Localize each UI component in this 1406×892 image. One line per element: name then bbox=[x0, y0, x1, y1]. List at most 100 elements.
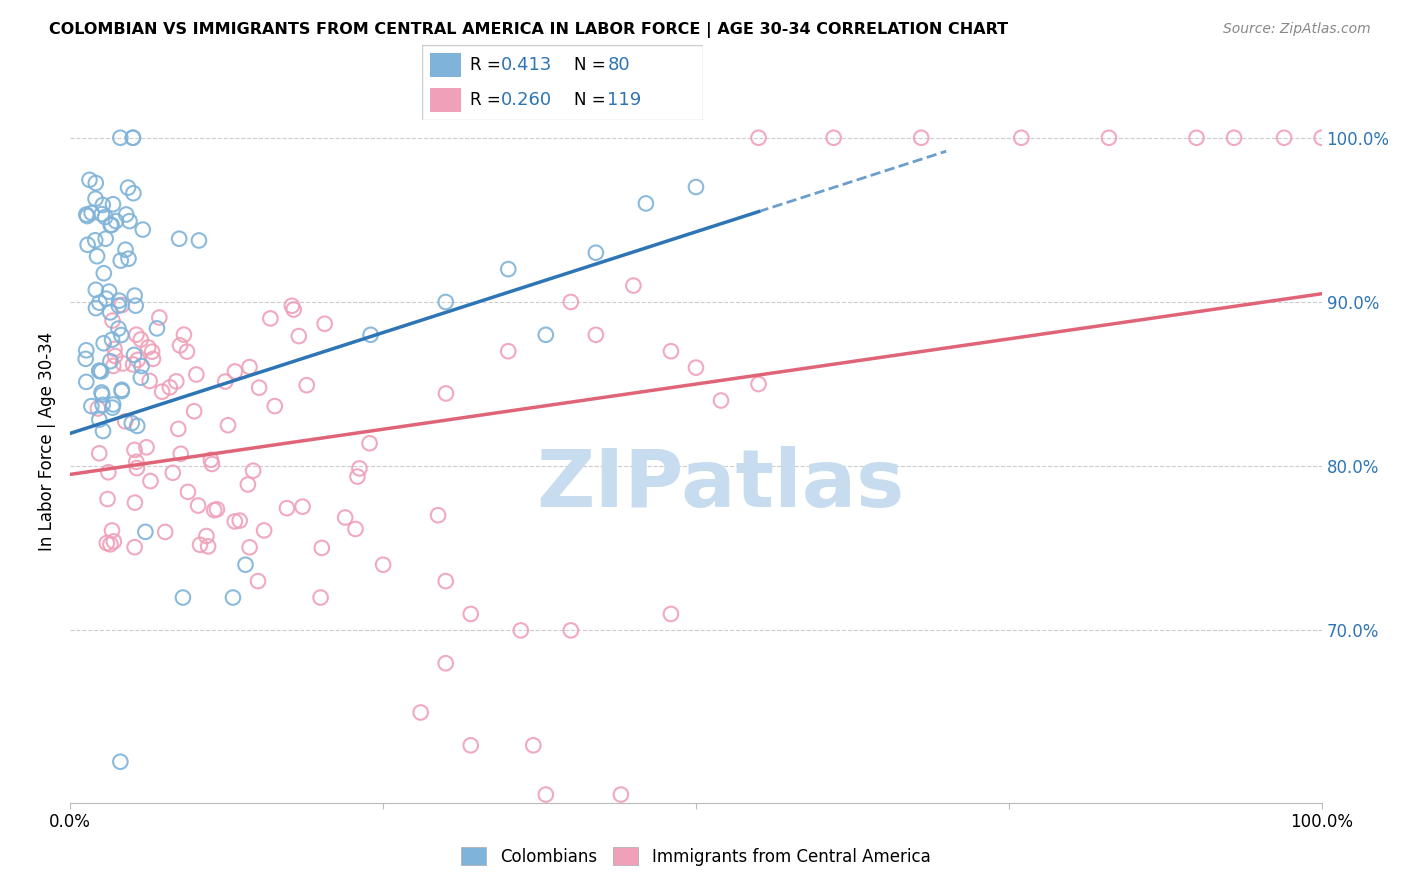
Point bbox=[117, 180, 139, 194]
Point bbox=[247, 574, 270, 588]
Point bbox=[276, 501, 298, 516]
Point bbox=[187, 499, 209, 513]
Point bbox=[141, 344, 163, 359]
Text: 0.260: 0.260 bbox=[501, 91, 551, 109]
Point bbox=[91, 387, 114, 401]
Point bbox=[333, 510, 356, 524]
Point bbox=[748, 377, 770, 392]
Point bbox=[118, 214, 141, 228]
Point bbox=[202, 503, 225, 517]
FancyBboxPatch shape bbox=[430, 53, 461, 78]
Point bbox=[311, 541, 333, 555]
Point bbox=[349, 461, 371, 475]
Point bbox=[201, 457, 224, 471]
Point bbox=[610, 788, 633, 802]
Point bbox=[100, 218, 122, 232]
Point bbox=[80, 206, 103, 220]
Point bbox=[79, 173, 101, 187]
Text: N =: N = bbox=[574, 56, 605, 74]
Point bbox=[283, 302, 305, 317]
Point bbox=[910, 130, 932, 145]
Point bbox=[177, 484, 200, 499]
Point bbox=[172, 591, 194, 605]
Point bbox=[621, 278, 644, 293]
FancyBboxPatch shape bbox=[430, 87, 461, 112]
Point bbox=[91, 198, 114, 212]
Point bbox=[344, 522, 367, 536]
Point bbox=[359, 436, 381, 450]
Point bbox=[104, 214, 127, 228]
Point bbox=[84, 233, 107, 247]
Text: 119: 119 bbox=[607, 91, 641, 109]
Point bbox=[94, 210, 117, 224]
Point bbox=[89, 295, 111, 310]
Point bbox=[585, 245, 607, 260]
Point bbox=[89, 364, 111, 378]
Point bbox=[75, 351, 97, 366]
Point bbox=[101, 333, 124, 347]
Point bbox=[162, 466, 184, 480]
Point bbox=[103, 534, 125, 549]
Point bbox=[114, 414, 136, 428]
Point bbox=[170, 447, 193, 461]
Point bbox=[124, 495, 146, 509]
Point bbox=[1223, 130, 1246, 145]
Point bbox=[263, 399, 285, 413]
Point bbox=[107, 321, 129, 335]
Point bbox=[1098, 130, 1121, 145]
Point bbox=[522, 739, 544, 753]
Point bbox=[84, 192, 107, 206]
Point bbox=[87, 401, 110, 416]
Point bbox=[110, 328, 132, 343]
Point bbox=[188, 538, 211, 552]
Point bbox=[111, 384, 134, 398]
Point bbox=[187, 234, 209, 248]
Point bbox=[111, 383, 134, 397]
Point bbox=[86, 249, 108, 263]
Point bbox=[127, 353, 149, 368]
Point bbox=[217, 418, 239, 433]
Point bbox=[125, 299, 148, 313]
Text: Source: ZipAtlas.com: Source: ZipAtlas.com bbox=[1223, 22, 1371, 37]
Point bbox=[122, 358, 145, 372]
Point bbox=[98, 285, 121, 299]
Point bbox=[534, 788, 557, 802]
Point bbox=[89, 364, 111, 378]
Point bbox=[103, 342, 125, 356]
Point bbox=[659, 344, 682, 359]
Point bbox=[90, 385, 112, 400]
FancyBboxPatch shape bbox=[422, 45, 703, 120]
Point bbox=[90, 364, 112, 378]
Point bbox=[314, 317, 336, 331]
Point bbox=[125, 327, 148, 342]
Point bbox=[560, 624, 582, 638]
Point bbox=[235, 558, 257, 572]
Point bbox=[89, 412, 111, 426]
Point bbox=[291, 500, 314, 514]
Point bbox=[127, 418, 149, 433]
Point bbox=[509, 624, 531, 638]
Point bbox=[111, 356, 134, 370]
Point bbox=[239, 541, 262, 555]
Point bbox=[228, 514, 250, 528]
Point bbox=[659, 607, 682, 621]
Point bbox=[288, 329, 311, 343]
Point bbox=[253, 524, 276, 538]
Point bbox=[409, 706, 432, 720]
Point bbox=[114, 243, 136, 257]
Point bbox=[94, 232, 117, 246]
Point bbox=[75, 343, 97, 358]
Point bbox=[236, 477, 259, 491]
Point bbox=[101, 401, 124, 415]
Point bbox=[122, 186, 145, 201]
Point bbox=[142, 351, 165, 366]
Text: 0.413: 0.413 bbox=[501, 56, 553, 74]
Point bbox=[100, 537, 122, 551]
Point bbox=[93, 336, 115, 351]
Point bbox=[91, 424, 114, 438]
Point bbox=[238, 359, 260, 374]
Point bbox=[150, 384, 173, 399]
Point bbox=[346, 469, 368, 483]
Point bbox=[685, 180, 707, 194]
Point bbox=[108, 293, 131, 308]
